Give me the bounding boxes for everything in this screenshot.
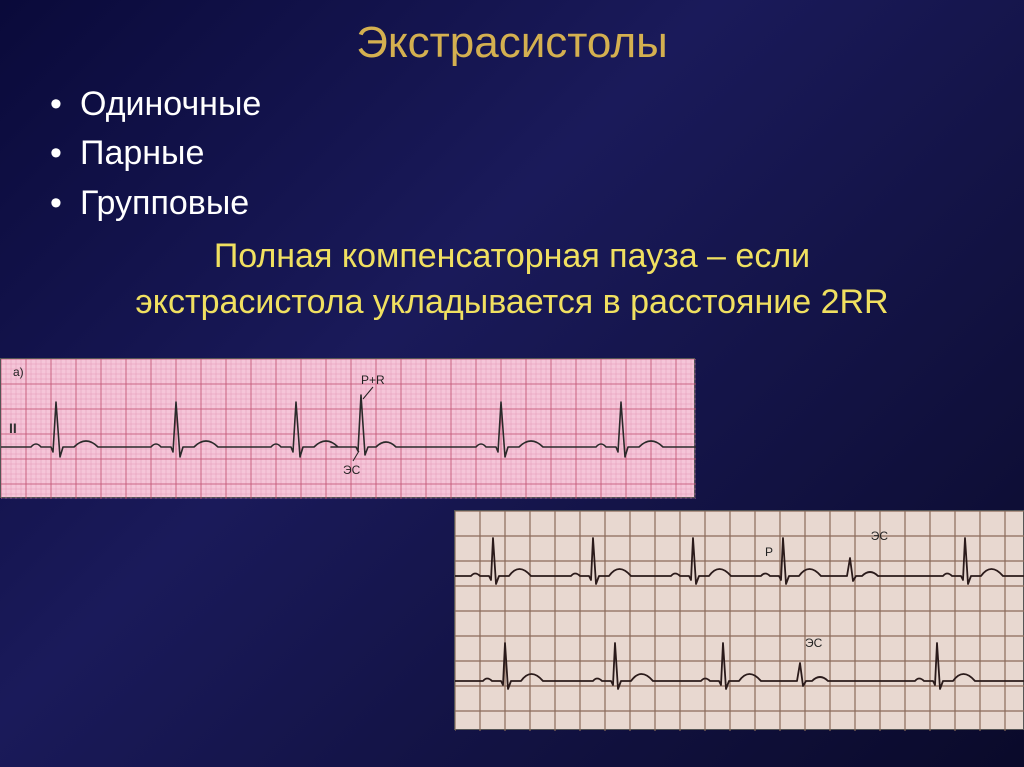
bullet-item: Парные bbox=[50, 129, 1024, 178]
bullet-item: Одиночные bbox=[50, 80, 1024, 129]
annotation-es1: ЭС bbox=[871, 529, 888, 543]
definition-text: Полная компенсаторная пауза – если экстр… bbox=[0, 228, 1024, 326]
annotation-pr: P+R bbox=[361, 373, 385, 387]
ecg-strip-top: II а) P+R ЭС bbox=[0, 358, 695, 498]
annotation-es: ЭС bbox=[343, 463, 360, 477]
bullet-list: Одиночные Парные Групповые bbox=[0, 68, 1024, 228]
annotation-a: а) bbox=[13, 365, 24, 379]
definition-line1: Полная компенсаторная пауза – если bbox=[214, 237, 810, 275]
lead-label: II bbox=[9, 420, 17, 436]
definition-line2: экстрасистола укладывается в расстояние … bbox=[135, 283, 888, 321]
annotation-p: P bbox=[765, 545, 773, 559]
bullet-item: Групповые bbox=[50, 179, 1024, 228]
annotation-es2: ЭС bbox=[805, 636, 822, 650]
slide-title: Экстрасистолы bbox=[0, 0, 1024, 68]
ecg-strip-bottom: ЭС P ЭС bbox=[454, 510, 1024, 730]
